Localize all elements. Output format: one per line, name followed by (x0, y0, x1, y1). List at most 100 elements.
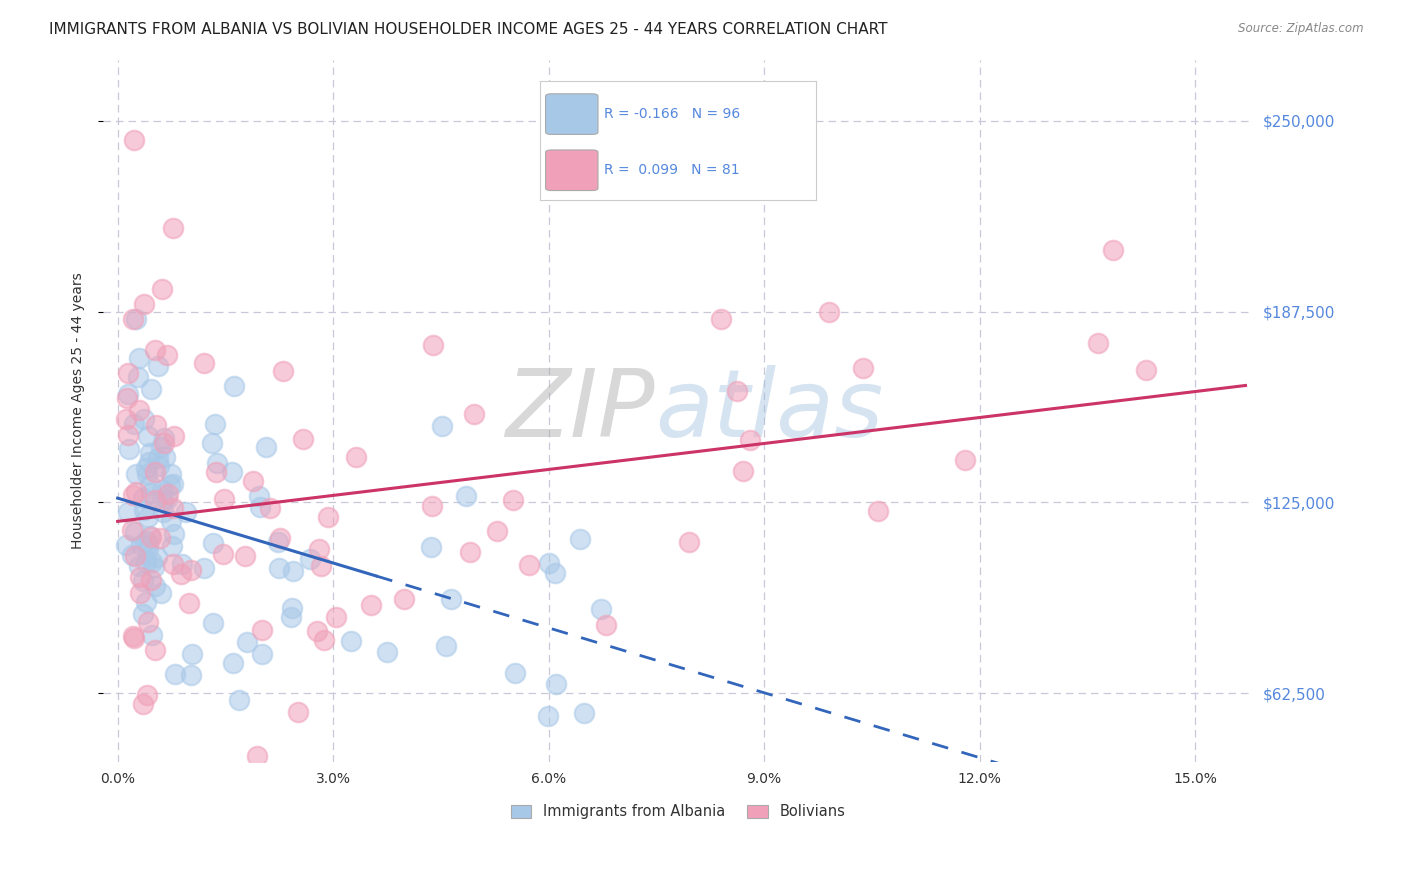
Point (118, 442, 141, 457)
Point (375, 644, 398, 658)
Point (139, 529, 162, 543)
Point (162, 477, 184, 491)
Point (149, 531, 172, 545)
Point (212, 547, 235, 561)
Point (312, 632, 335, 647)
Point (153, 431, 176, 445)
Point (246, 748, 269, 763)
Point (456, 489, 478, 503)
Point (544, 566, 567, 581)
Point (145, 492, 167, 507)
Point (143, 643, 166, 657)
Point (299, 552, 322, 566)
Point (485, 524, 508, 538)
Point (308, 542, 330, 557)
Point (163, 526, 186, 541)
Point (145, 549, 167, 564)
Point (170, 557, 193, 571)
Point (115, 391, 138, 405)
Point (569, 532, 592, 546)
Point (150, 440, 173, 454)
Point (430, 419, 453, 434)
Point (129, 538, 152, 552)
Point (339, 634, 361, 648)
Text: ZIP: ZIP (505, 366, 655, 457)
Point (162, 500, 184, 515)
Text: Source: ZipAtlas.com: Source: ZipAtlas.com (1239, 22, 1364, 36)
Point (115, 412, 138, 426)
Point (136, 536, 159, 550)
Point (138, 455, 160, 469)
Point (148, 459, 170, 474)
Point (117, 366, 139, 380)
Point (287, 705, 309, 719)
Point (422, 337, 444, 351)
Point (267, 535, 290, 549)
Point (124, 524, 146, 539)
Point (131, 574, 153, 589)
Point (139, 573, 162, 587)
Point (122, 417, 145, 432)
Point (305, 624, 328, 639)
Point (572, 706, 595, 720)
Point (132, 297, 155, 311)
Point (122, 488, 145, 502)
Point (280, 610, 302, 624)
Point (122, 632, 145, 646)
Point (132, 503, 155, 517)
Point (537, 709, 560, 723)
Point (160, 539, 183, 553)
Point (269, 532, 291, 546)
Point (136, 509, 159, 524)
Point (153, 435, 176, 450)
Point (128, 586, 150, 600)
Point (142, 560, 165, 574)
Point (1087, 335, 1109, 350)
Point (129, 570, 152, 584)
Point (291, 432, 314, 446)
Point (136, 429, 159, 443)
Point (271, 364, 294, 378)
Point (156, 348, 179, 362)
Point (117, 387, 139, 401)
Point (159, 514, 181, 528)
Point (148, 359, 170, 373)
Point (193, 561, 215, 575)
Point (204, 417, 226, 431)
Point (242, 475, 264, 489)
Point (124, 312, 146, 326)
Point (117, 428, 139, 442)
Point (121, 523, 143, 537)
Point (152, 505, 174, 519)
Point (595, 618, 617, 632)
Point (143, 465, 166, 479)
Point (162, 557, 184, 571)
Point (138, 542, 160, 557)
Point (156, 492, 179, 507)
Point (458, 545, 481, 559)
Point (180, 667, 202, 681)
Point (852, 361, 875, 376)
Point (463, 407, 485, 421)
Point (678, 534, 700, 549)
Point (150, 483, 173, 497)
Point (201, 435, 224, 450)
Point (135, 467, 157, 482)
Point (1102, 244, 1125, 258)
Point (725, 384, 748, 398)
Point (146, 451, 169, 466)
Point (139, 446, 162, 460)
Point (360, 598, 382, 612)
Point (318, 510, 340, 524)
Point (222, 657, 245, 671)
Point (537, 556, 560, 570)
Point (589, 602, 612, 616)
Point (544, 677, 567, 691)
Point (250, 624, 273, 638)
Point (205, 456, 228, 470)
Point (132, 607, 155, 622)
Point (193, 356, 215, 370)
Point (169, 566, 191, 581)
Point (250, 647, 273, 661)
Text: atlas: atlas (655, 366, 883, 457)
